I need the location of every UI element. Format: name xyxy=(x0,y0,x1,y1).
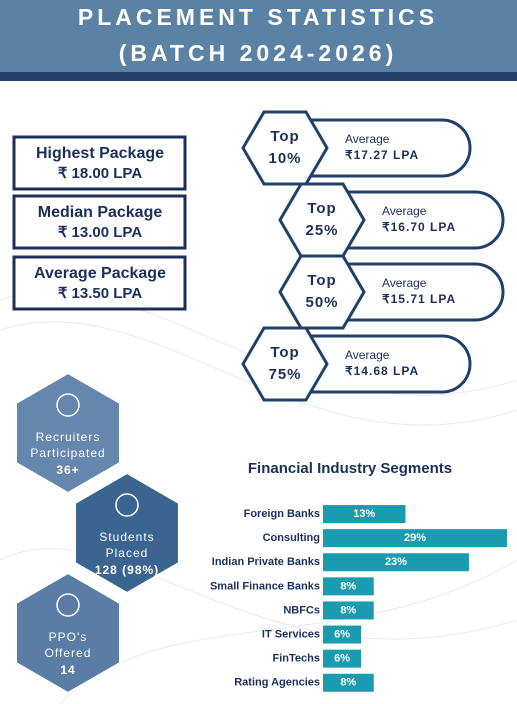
bar xyxy=(323,649,362,668)
category-label: NBFCs xyxy=(283,604,320,616)
highlight-line2: Placed xyxy=(106,546,149,560)
package-box xyxy=(12,135,187,191)
tiers: Top 10% Average ₹17.27 LPA Top 25% Average ₹16.… xyxy=(241,110,505,402)
highlight-icon xyxy=(56,393,80,417)
highlight-value: 36+ xyxy=(56,463,79,477)
tier-label: Average xyxy=(382,204,427,218)
tier-value: ₹15.71 LPA xyxy=(382,292,456,306)
highlight-value: 14 xyxy=(60,663,75,677)
tier-label: Average xyxy=(382,276,427,290)
bar xyxy=(323,673,374,692)
highlight-line1: PPO's xyxy=(49,630,88,644)
value-label: 6% xyxy=(334,653,350,665)
category-label: Indian Private Banks xyxy=(212,556,320,568)
chart-title: Financial Industry Segments xyxy=(248,460,452,477)
category-label: Foreign Banks xyxy=(244,508,320,520)
header-band xyxy=(0,0,517,72)
package-label: Highest Package xyxy=(36,145,164,162)
value-label: 8% xyxy=(340,604,356,616)
bar xyxy=(323,529,507,548)
value-label: 29% xyxy=(404,532,426,544)
tier-top: Top xyxy=(270,344,299,361)
title: PLACEMENT STATISTICS xyxy=(78,4,438,30)
highlight-line2: Offered xyxy=(45,646,92,660)
bar xyxy=(323,505,406,524)
bar xyxy=(323,553,469,572)
tier-label: Average xyxy=(345,132,390,146)
value-label: 23% xyxy=(385,556,407,568)
title: (BATCH 2024-2026) xyxy=(119,40,397,66)
bar xyxy=(323,625,362,644)
package-box xyxy=(12,194,187,250)
tier-value: ₹17.27 LPA xyxy=(345,148,419,162)
highlights: Recruiters Participated 36+ Students Placed 1… xyxy=(15,371,180,695)
tier-percent: 75% xyxy=(268,366,301,383)
tier-percent: 50% xyxy=(305,294,338,311)
category-label: Consulting xyxy=(263,532,320,544)
tier-value: ₹14.68 LPA xyxy=(345,364,419,378)
tier-top: Top xyxy=(307,200,336,217)
tier-percent: 10% xyxy=(268,150,301,167)
package-box xyxy=(12,255,187,311)
category-label: IT Services xyxy=(262,628,320,640)
value-label: 6% xyxy=(334,628,350,640)
category-label: Small Finance Banks xyxy=(210,580,320,592)
packages: Highest Package ₹ 18.00 LPA Median Package… xyxy=(12,135,187,311)
highlight-value: 128 (98%) xyxy=(95,563,159,577)
tier-percent: 25% xyxy=(305,222,338,239)
package-value: ₹ 18.00 LPA xyxy=(58,165,142,182)
category-label: Rating Agencies xyxy=(234,677,320,689)
tier-value: ₹16.70 LPA xyxy=(382,220,456,234)
highlight-line1: Students xyxy=(99,530,154,544)
tier-hexagon xyxy=(241,326,329,402)
bar xyxy=(323,577,374,596)
tier-top: Top xyxy=(307,272,336,289)
tier-top: Top xyxy=(270,128,299,145)
highlight-hexagon xyxy=(74,471,180,595)
category-label: FinTechs xyxy=(273,653,320,665)
highlight-hexagon xyxy=(15,371,121,495)
tier-label: Average xyxy=(345,348,390,362)
header-strip xyxy=(0,72,517,81)
value-label: 13% xyxy=(353,508,375,520)
highlight-hexagon xyxy=(15,571,121,695)
highlight-line2: Participated xyxy=(30,446,105,460)
tier-hexagon xyxy=(241,110,329,186)
highlight-icon xyxy=(115,493,139,517)
package-label: Average Package xyxy=(34,265,166,282)
package-value: ₹ 13.00 LPA xyxy=(58,224,142,241)
package-label: Median Package xyxy=(38,204,163,221)
value-label: 8% xyxy=(340,580,356,592)
highlight-line1: Recruiters xyxy=(36,430,101,444)
package-value: ₹ 13.50 LPA xyxy=(58,285,142,302)
bar xyxy=(323,601,374,620)
chart: Foreign Banks 13% Consulting 29% Indian Priv… xyxy=(210,505,507,692)
value-label: 8% xyxy=(340,677,356,689)
highlight-icon xyxy=(56,593,80,617)
